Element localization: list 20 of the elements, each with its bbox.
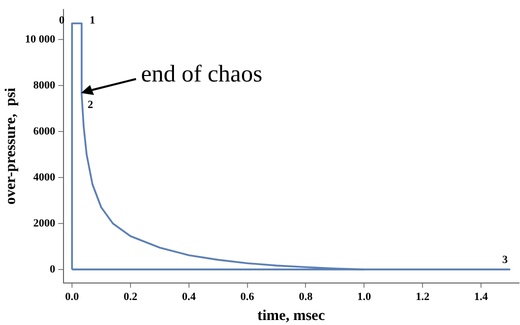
x-tick-label: 0.8 xyxy=(298,291,314,304)
x-tick-label: 0.4 xyxy=(182,291,196,304)
x-axis-title: time, msec xyxy=(257,308,326,324)
annotation: end of chaos xyxy=(141,61,262,88)
annotation: 3 xyxy=(502,254,508,266)
annotation: 2 xyxy=(88,99,94,112)
y-tick-label: 6000 xyxy=(33,125,56,138)
x-tick-label: 0.6 xyxy=(240,291,255,304)
annotation: 1 xyxy=(90,14,96,27)
y-tick-label: 10 000 xyxy=(25,33,56,46)
x-tick-label: 1.2 xyxy=(416,291,430,304)
y-tick-label: 0 xyxy=(50,263,56,276)
x-tick-label: 0.0 xyxy=(65,291,80,304)
x-tick-label: 0.2 xyxy=(124,291,138,304)
x-tick-label: 1.4 xyxy=(474,291,488,304)
y-tick-label: 4000 xyxy=(33,171,56,184)
y-axis-title: over-pressure, psi xyxy=(2,88,19,205)
y-tick-label: 2000 xyxy=(33,217,56,230)
x-tick-label: 1.0 xyxy=(357,291,372,304)
y-tick-label: 8000 xyxy=(33,79,56,92)
